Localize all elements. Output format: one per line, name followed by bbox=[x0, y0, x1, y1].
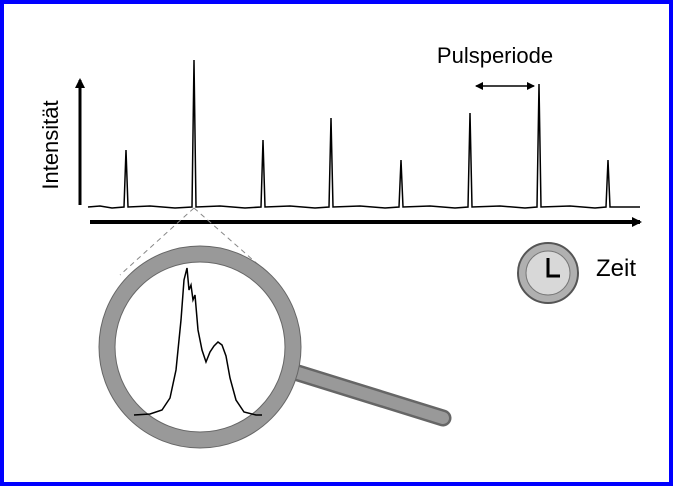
zoom-line bbox=[193, 207, 263, 269]
label-box bbox=[405, 36, 610, 72]
zoom-line bbox=[119, 207, 195, 276]
magnifier-lens bbox=[99, 246, 301, 448]
time-label: Zeit bbox=[596, 255, 636, 282]
y-axis-label: Intensität bbox=[38, 100, 63, 189]
pulse-train bbox=[87, 59, 640, 209]
period-label: Pulsperiode bbox=[437, 43, 553, 68]
zoomed-pulse bbox=[133, 267, 262, 416]
clock-hands bbox=[546, 258, 560, 278]
lens-rim bbox=[114, 261, 286, 433]
magnifier-handle bbox=[292, 367, 449, 424]
lens-rim bbox=[98, 245, 302, 449]
